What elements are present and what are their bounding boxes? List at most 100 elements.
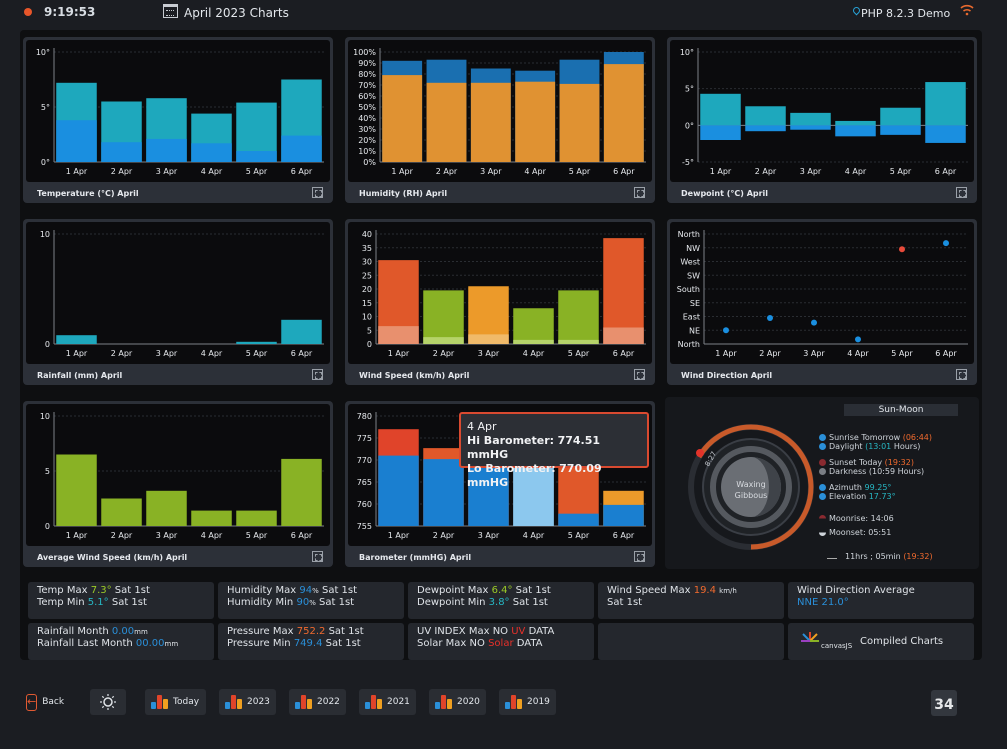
elevation-row: Elevation 17.73°: [819, 492, 896, 501]
expand-icon[interactable]: [634, 187, 645, 198]
year-2023-button[interactable]: 2023: [219, 689, 276, 715]
bar: [925, 125, 966, 143]
expand-icon[interactable]: [312, 551, 323, 562]
sunrise-icon: [819, 434, 826, 441]
bar-chart-icon: [225, 695, 243, 709]
x-tick-label: 3 Apr: [800, 167, 822, 176]
day-length: 11hrs ; 05min: [845, 552, 901, 561]
rain-month-unit: mm: [134, 628, 148, 636]
calendar-date-tile[interactable]: 34: [931, 690, 957, 716]
humidity-min-when: Sat 1st: [319, 597, 355, 608]
y-tick-label: 10°: [680, 48, 694, 57]
darkness-label: Darkness (10:59 Hours): [829, 467, 925, 476]
expand-icon[interactable]: [956, 187, 967, 198]
avgwind-chart-svg: 0 5 10 1 Apr 2 Apr 3 Apr 4 Apr 5 Apr 6 Apr: [40, 412, 324, 540]
y-tick-label: West: [680, 258, 700, 267]
y-tick-label: 0°: [41, 158, 50, 167]
x-tick-label: 5 Apr: [568, 531, 590, 540]
y-tick-label: 0: [45, 522, 50, 531]
sun-moon-title: Sun-Moon: [844, 404, 958, 416]
dewpoint-chart-svg: -5° 0° 5° 10° 1 Apr 2 Apr 3 Apr 4 Apr 5 Apr 6 Apr: [680, 48, 968, 176]
x-tick-label: 6 Apr: [291, 167, 313, 176]
expand-icon[interactable]: [312, 369, 323, 380]
expand-icon[interactable]: [312, 187, 323, 198]
expand-icon[interactable]: [634, 369, 645, 380]
x-tick-label: 4 Apr: [201, 531, 223, 540]
bar: [191, 143, 232, 162]
bar: [236, 151, 277, 162]
dewpoint-min-label: Dewpoint Min: [417, 597, 486, 608]
wind-max-label: Wind Speed Max: [607, 585, 691, 596]
daylight-icon: [819, 443, 826, 450]
top-bar: 9:19:53 April 2023 Charts PHP 8.2.3 Demo: [0, 0, 1007, 24]
moon-phase-line2: Gibbous: [734, 491, 768, 500]
canvasjs-logo-icon: [801, 632, 819, 642]
x-tick-label: 4 Apr: [845, 167, 867, 176]
x-tick-label: 6 Apr: [935, 167, 957, 176]
y-tick-label: 0: [45, 340, 50, 349]
x-tick-label: 2 Apr: [436, 167, 458, 176]
bar: [558, 513, 599, 526]
x-tick-label: 1 Apr: [66, 349, 88, 358]
year-2023-label: 2023: [247, 697, 270, 707]
wind-direction-stat: Wind Direction Average NNE 21.0°: [788, 582, 974, 619]
bar-chart-icon: [435, 695, 453, 709]
temp-max-value: 7.3°: [90, 585, 112, 596]
x-tick-label: 3 Apr: [478, 349, 500, 358]
y-tick-label: 5°: [41, 103, 50, 112]
expand-icon[interactable]: [956, 369, 967, 380]
avgwind-chart-card: 0 5 10 1 Apr 2 Apr 3 Apr 4 Apr 5 Apr 6 Apr Avera…: [23, 401, 333, 567]
temp-min-label: Temp Min: [37, 597, 85, 608]
y-tick-label: 5: [45, 467, 50, 476]
y-tick-label: 70%: [358, 81, 376, 90]
back-button[interactable]: ← Back: [20, 689, 70, 715]
wind-dir-label: Wind Direction Average: [797, 585, 915, 596]
y-tick-label: 5: [367, 326, 372, 335]
y-tick-label: North: [678, 340, 700, 349]
humidity-chart-card: 0% 10% 20% 30% 40% 50% 60% 70% 80% 90% 100% 1 Apr 2 …: [345, 37, 655, 203]
bar: [101, 142, 142, 162]
clock: 9:19:53: [44, 5, 96, 19]
x-tick-label: 6 Apr: [613, 531, 635, 540]
calendar-icon[interactable]: [163, 4, 178, 18]
bar: [191, 510, 232, 526]
pressure-max-when: Sat 1st: [328, 626, 364, 637]
dewpoint-max-label: Dewpoint Max: [417, 585, 489, 596]
y-tick-label: 10: [40, 412, 50, 421]
azimuth-row: Azimuth 99.25°: [819, 483, 891, 492]
chart-caption: Humidity (RH) April: [359, 189, 448, 198]
x-tick-label: 3 Apr: [156, 167, 178, 176]
y-tick-label: 80%: [358, 70, 376, 79]
daylight-label: Daylight: [829, 442, 863, 451]
year-2021-button[interactable]: 2021: [359, 689, 416, 715]
x-tick-label: 2 Apr: [111, 531, 133, 540]
tooltip-lo-value: 770.09 mmHG: [467, 462, 602, 489]
version-label: PHP 8.2.3 Demo: [861, 7, 951, 20]
year-2019-button[interactable]: 2019: [499, 689, 556, 715]
compiled-charts-link[interactable]: canvasJS Compiled Charts: [788, 623, 974, 660]
x-tick-label: 1 Apr: [715, 349, 737, 358]
expand-icon[interactable]: [634, 551, 645, 562]
bar: [468, 457, 509, 526]
y-tick-label: 10: [362, 313, 372, 322]
year-2020-button[interactable]: 2020: [429, 689, 486, 715]
y-tick-label: 5°: [685, 85, 694, 94]
sunrise-row: Sunrise Tomorrow (06:44): [819, 433, 932, 442]
bar: [700, 93, 741, 126]
pressure-min-value: 749.4: [293, 638, 323, 649]
bar: [880, 107, 921, 126]
data-point: [811, 319, 817, 326]
tooltip-hi-label: Hi Barometer:: [467, 434, 555, 447]
moon-dial: [688, 424, 814, 550]
wind-max-when: Sat 1st: [607, 597, 643, 608]
today-button[interactable]: Today: [145, 689, 206, 715]
bar: [603, 238, 644, 344]
year-2022-button[interactable]: 2022: [289, 689, 346, 715]
chart-caption: Rainfall (mm) April: [37, 371, 123, 380]
x-tick-label: 2 Apr: [755, 167, 777, 176]
rainfall-chart-card: 0 10 1 Apr 2 Apr 3 Apr 4 Apr 5 Apr 6 Apr Rainfa…: [23, 219, 333, 385]
bar: [603, 504, 644, 526]
theme-toggle-button[interactable]: [90, 689, 126, 715]
data-point: [767, 315, 773, 322]
bar: [146, 490, 187, 526]
